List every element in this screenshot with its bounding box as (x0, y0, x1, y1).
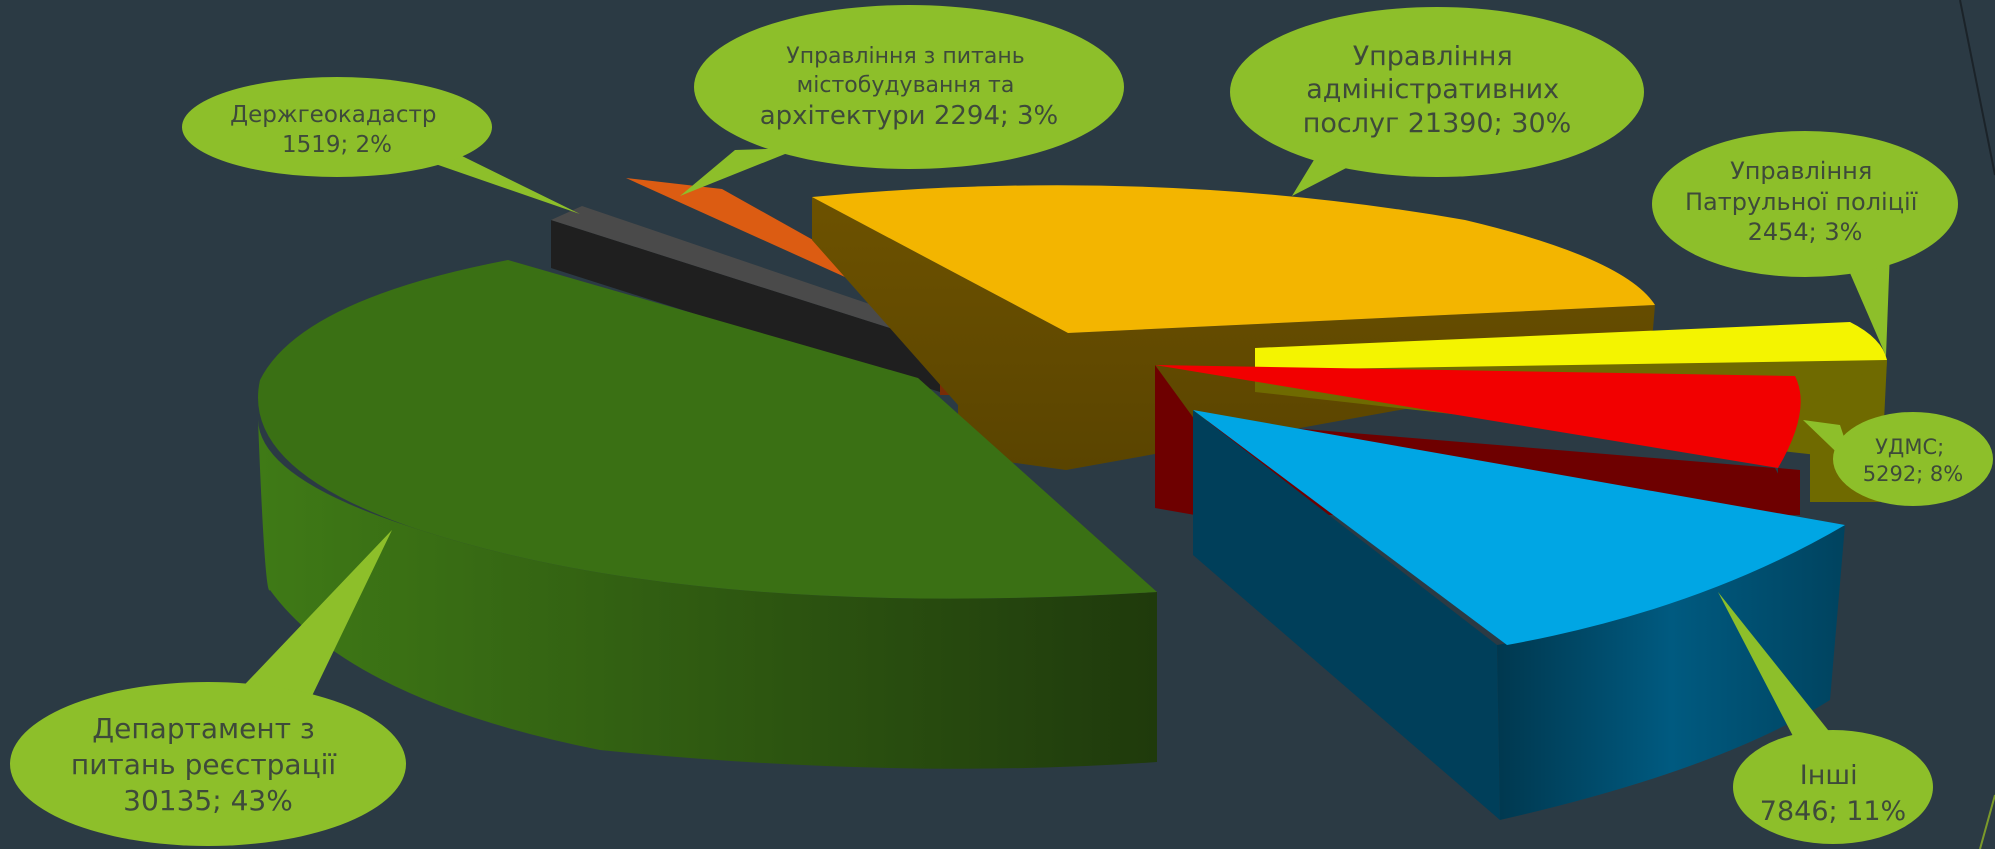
data-label: УДМС; 5292; 8% (1863, 435, 1964, 486)
data-label-callout: Управління Патрульної поліції 2454; 3% (1652, 131, 1958, 356)
pie-slice (1193, 410, 1845, 820)
frame-line (1979, 794, 1995, 849)
data-label: Інші 7846; 11% (1760, 760, 1906, 827)
pie-slice (258, 260, 1157, 769)
data-label-callout: Управління адміністративних послуг 21390… (1230, 7, 1644, 196)
data-label: Держгеокадастр 1519; 2% (230, 102, 444, 158)
data-label-callout: Інші 7846; 11% (1718, 592, 1933, 844)
data-label-callout: Управління з питань містобудування та ар… (680, 5, 1124, 196)
data-label-callout: Держгеокадастр 1519; 2% (182, 77, 580, 214)
data-label-callout: УДМС; 5292; 8% (1803, 412, 1993, 506)
data-label: Управління адміністративних послуг 21390… (1303, 41, 1572, 139)
pie-slice (551, 206, 940, 392)
data-label-callout: Департамент з питань реєстрації 30135; 4… (10, 530, 406, 846)
frame-line (1959, 0, 1995, 176)
data-label: Управління з питань містобудування та ар… (760, 44, 1059, 131)
data-label: Департамент з питань реєстрації 30135; 4… (71, 712, 345, 817)
data-label: Управління Патрульної поліції 2454; 3% (1685, 157, 1925, 246)
